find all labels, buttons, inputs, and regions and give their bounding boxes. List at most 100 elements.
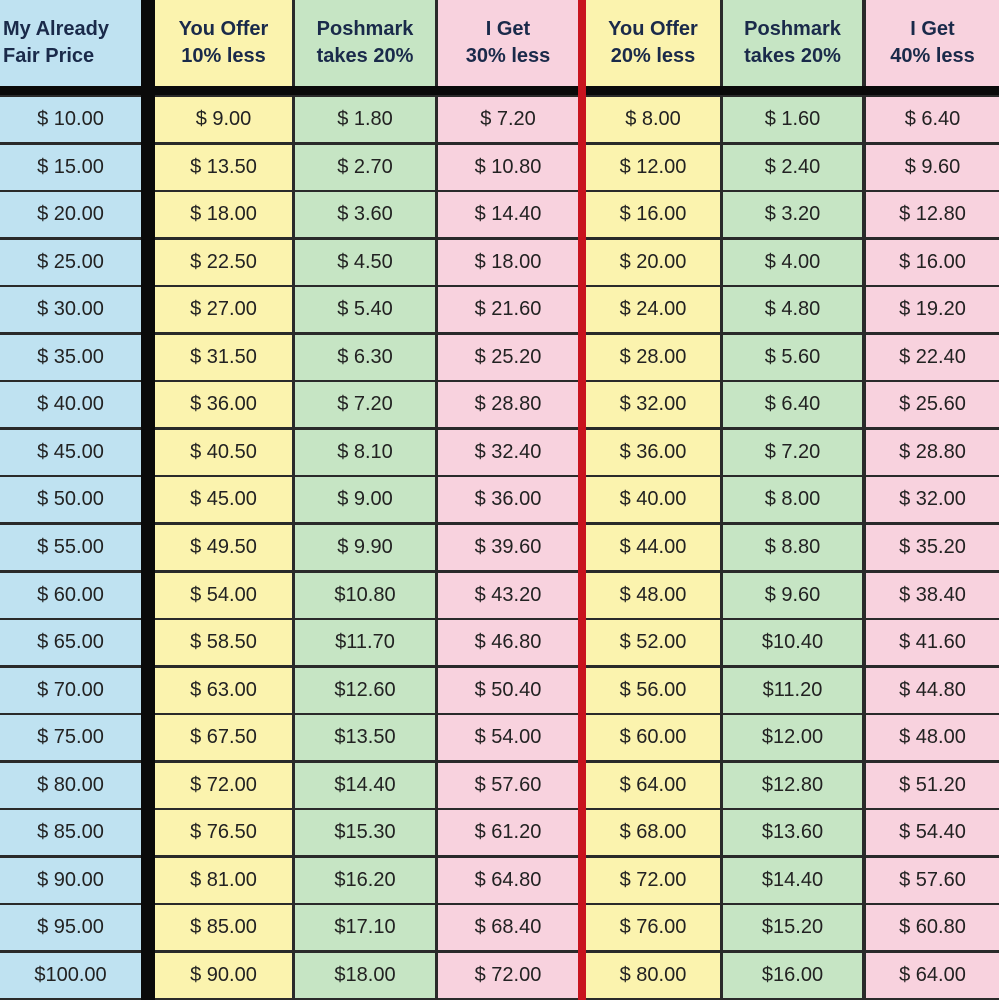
header-line: Poshmark	[744, 18, 841, 40]
price-cell: $12.00	[723, 715, 862, 761]
price-cell: $14.40	[295, 762, 435, 808]
price-cell: $ 7.20	[295, 382, 435, 428]
price-cell: $ 35.00	[0, 334, 141, 380]
price-cell: $ 72.00	[586, 857, 720, 903]
price-cell: $ 40.00	[0, 382, 141, 428]
price-cell: $ 28.80	[866, 429, 999, 475]
price-cell: $ 6.30	[295, 334, 435, 380]
price-cell: $ 90.00	[155, 952, 292, 998]
price-cell: $ 36.00	[438, 477, 578, 523]
red-divider	[578, 0, 586, 1000]
price-cell: $ 80.00	[586, 952, 720, 998]
price-cell: $ 45.00	[155, 477, 292, 523]
price-cell: $ 32.40	[438, 429, 578, 475]
price-cell: $ 60.00	[586, 715, 720, 761]
price-cell: $15.20	[723, 905, 862, 951]
price-cell: $ 27.00	[155, 287, 292, 333]
price-cell: $15.30	[295, 810, 435, 856]
price-cell: $18.00	[295, 952, 435, 998]
price-cell: $14.40	[723, 857, 862, 903]
price-cell: $ 50.40	[438, 667, 578, 713]
header-line: I Get	[910, 18, 955, 40]
price-cell: $ 9.00	[295, 477, 435, 523]
price-cell: $ 25.00	[0, 239, 141, 285]
price-cell: $ 32.00	[866, 477, 999, 523]
price-cell: $ 63.00	[155, 667, 292, 713]
header-line: takes 20%	[316, 45, 414, 67]
price-cell: $13.60	[723, 810, 862, 856]
header-line: Poshmark	[316, 18, 414, 40]
price-cell: $ 1.60	[723, 97, 862, 143]
header-cell: You Offer 10% less	[155, 0, 292, 86]
header-cell: Poshmark takes 20%	[723, 0, 862, 86]
price-cell: $ 46.80	[438, 620, 578, 666]
price-cell: $ 68.40	[438, 905, 578, 951]
price-cell: $ 3.20	[723, 192, 862, 238]
price-cell: $ 18.00	[155, 192, 292, 238]
price-cell: $ 16.00	[866, 239, 999, 285]
price-cell: $ 40.50	[155, 429, 292, 475]
price-cell: $ 6.40	[866, 97, 999, 143]
price-cell: $10.40	[723, 620, 862, 666]
price-cell: $ 9.60	[866, 144, 999, 190]
price-cell: $ 16.00	[586, 192, 720, 238]
header-divider	[0, 86, 999, 95]
price-cell: $ 55.00	[0, 524, 141, 570]
price-cell: $ 67.50	[155, 715, 292, 761]
price-cell: $ 85.00	[0, 810, 141, 856]
price-cell: $ 45.00	[0, 429, 141, 475]
price-cell: $ 28.80	[438, 382, 578, 428]
price-cell: $ 44.00	[586, 524, 720, 570]
price-cell: $ 5.40	[295, 287, 435, 333]
price-cell: $ 32.00	[586, 382, 720, 428]
price-cell: $ 31.50	[155, 334, 292, 380]
price-cell: $ 54.00	[438, 715, 578, 761]
header-line: You Offer	[178, 18, 269, 40]
price-cell: $ 4.00	[723, 239, 862, 285]
price-cell: $ 21.60	[438, 287, 578, 333]
price-cell: $ 68.00	[586, 810, 720, 856]
price-cell: $100.00	[0, 952, 141, 998]
price-cell: $ 90.00	[0, 857, 141, 903]
price-cell: $ 28.00	[586, 334, 720, 380]
price-cell: $ 20.00	[0, 192, 141, 238]
price-cell: $ 44.80	[866, 667, 999, 713]
price-cell: $ 76.00	[586, 905, 720, 951]
header-line: 40% less	[890, 45, 975, 67]
price-cell: $ 8.80	[723, 524, 862, 570]
price-cell: $ 54.40	[866, 810, 999, 856]
price-cell: $ 15.00	[0, 144, 141, 190]
price-cell: $ 24.00	[586, 287, 720, 333]
price-cell: $ 39.60	[438, 524, 578, 570]
price-cell: $ 76.50	[155, 810, 292, 856]
price-cell: $ 3.60	[295, 192, 435, 238]
price-cell: $13.50	[295, 715, 435, 761]
price-cell: $ 9.60	[723, 572, 862, 618]
header-cell: I Get 40% less	[866, 0, 999, 86]
header-line: takes 20%	[744, 45, 841, 67]
price-cell: $ 64.00	[866, 952, 999, 998]
price-cell: $ 80.00	[0, 762, 141, 808]
price-cell: $ 12.00	[586, 144, 720, 190]
price-cell: $ 54.00	[155, 572, 292, 618]
price-cell: $ 41.60	[866, 620, 999, 666]
price-cell: $ 7.20	[438, 97, 578, 143]
price-cell: $ 8.10	[295, 429, 435, 475]
price-cell: $ 81.00	[155, 857, 292, 903]
price-cell: $12.60	[295, 667, 435, 713]
price-cell: $ 56.00	[586, 667, 720, 713]
price-cell: $ 65.00	[0, 620, 141, 666]
price-cell: $ 57.60	[438, 762, 578, 808]
header-line: 30% less	[465, 45, 551, 67]
price-cell: $ 70.00	[0, 667, 141, 713]
price-cell: $ 35.20	[866, 524, 999, 570]
price-cell: $ 9.00	[155, 97, 292, 143]
price-cell: $ 8.00	[586, 97, 720, 143]
price-cell: $ 2.70	[295, 144, 435, 190]
price-cell: $ 22.40	[866, 334, 999, 380]
price-cell: $ 20.00	[586, 239, 720, 285]
price-cell: $ 43.20	[438, 572, 578, 618]
price-cell: $ 25.20	[438, 334, 578, 380]
price-cell: $ 57.60	[866, 857, 999, 903]
price-cell: $16.20	[295, 857, 435, 903]
